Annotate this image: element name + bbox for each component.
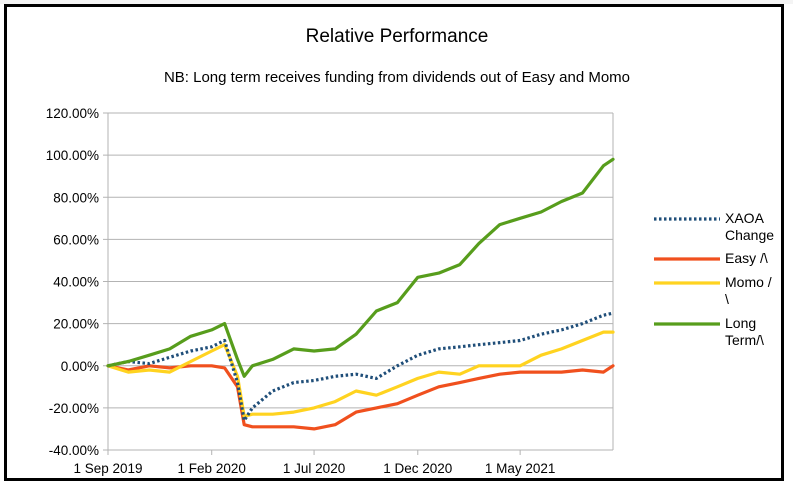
chart-frame — [4, 4, 784, 481]
chart-title: Relative Performance — [306, 26, 489, 47]
x-tick-label: 1 Feb 2020 — [178, 461, 246, 476]
legend-label: Easy /\ — [725, 250, 768, 266]
x-tick-label: 1 Dec 2020 — [383, 461, 452, 476]
y-tick-label: 100.00% — [46, 148, 99, 163]
axes — [107, 113, 614, 451]
legend-label: XAOA — [725, 210, 765, 226]
y-tick-label: 80.00% — [53, 190, 99, 205]
y-tick-label: -20.00% — [49, 401, 99, 416]
series-line-2 — [106, 330, 615, 418]
y-tick-label: 40.00% — [53, 275, 99, 290]
y-tick-label: 0.00% — [61, 359, 99, 374]
series-lines — [106, 157, 615, 431]
x-tick-label: 1 May 2021 — [485, 461, 556, 476]
x-axis-ticks: 1 Sep 2019 1 Feb 2020 1 Jul 2020 1 Dec 2020… — [73, 450, 555, 476]
legend-label: Change — [725, 227, 774, 243]
legend-label: Long — [725, 315, 756, 331]
y-axis-ticks: 120.00% 100.00% 80.00% 60.00% 40.00% 20.00% 0.… — [46, 106, 108, 458]
legend-label: Term/\ — [725, 332, 764, 348]
legend-label: \ — [725, 291, 729, 307]
y-tick-label: 60.00% — [53, 232, 99, 247]
y-tick-label: 20.00% — [53, 317, 99, 332]
background-strip — [0, 0, 793, 4]
y-tick-label: 120.00% — [46, 106, 99, 121]
x-tick-label: 1 Sep 2019 — [73, 461, 142, 476]
chart-subtitle: NB: Long term receives funding from divi… — [164, 69, 630, 86]
series-line-1 — [106, 364, 615, 431]
gridlines — [108, 112, 613, 451]
x-tick-label: 1 Jul 2020 — [283, 461, 345, 476]
series-line-0 — [107, 311, 614, 423]
series-line-3 — [106, 157, 615, 378]
y-tick-label: -40.00% — [49, 443, 99, 458]
legend-label: Momo / — [725, 274, 772, 290]
